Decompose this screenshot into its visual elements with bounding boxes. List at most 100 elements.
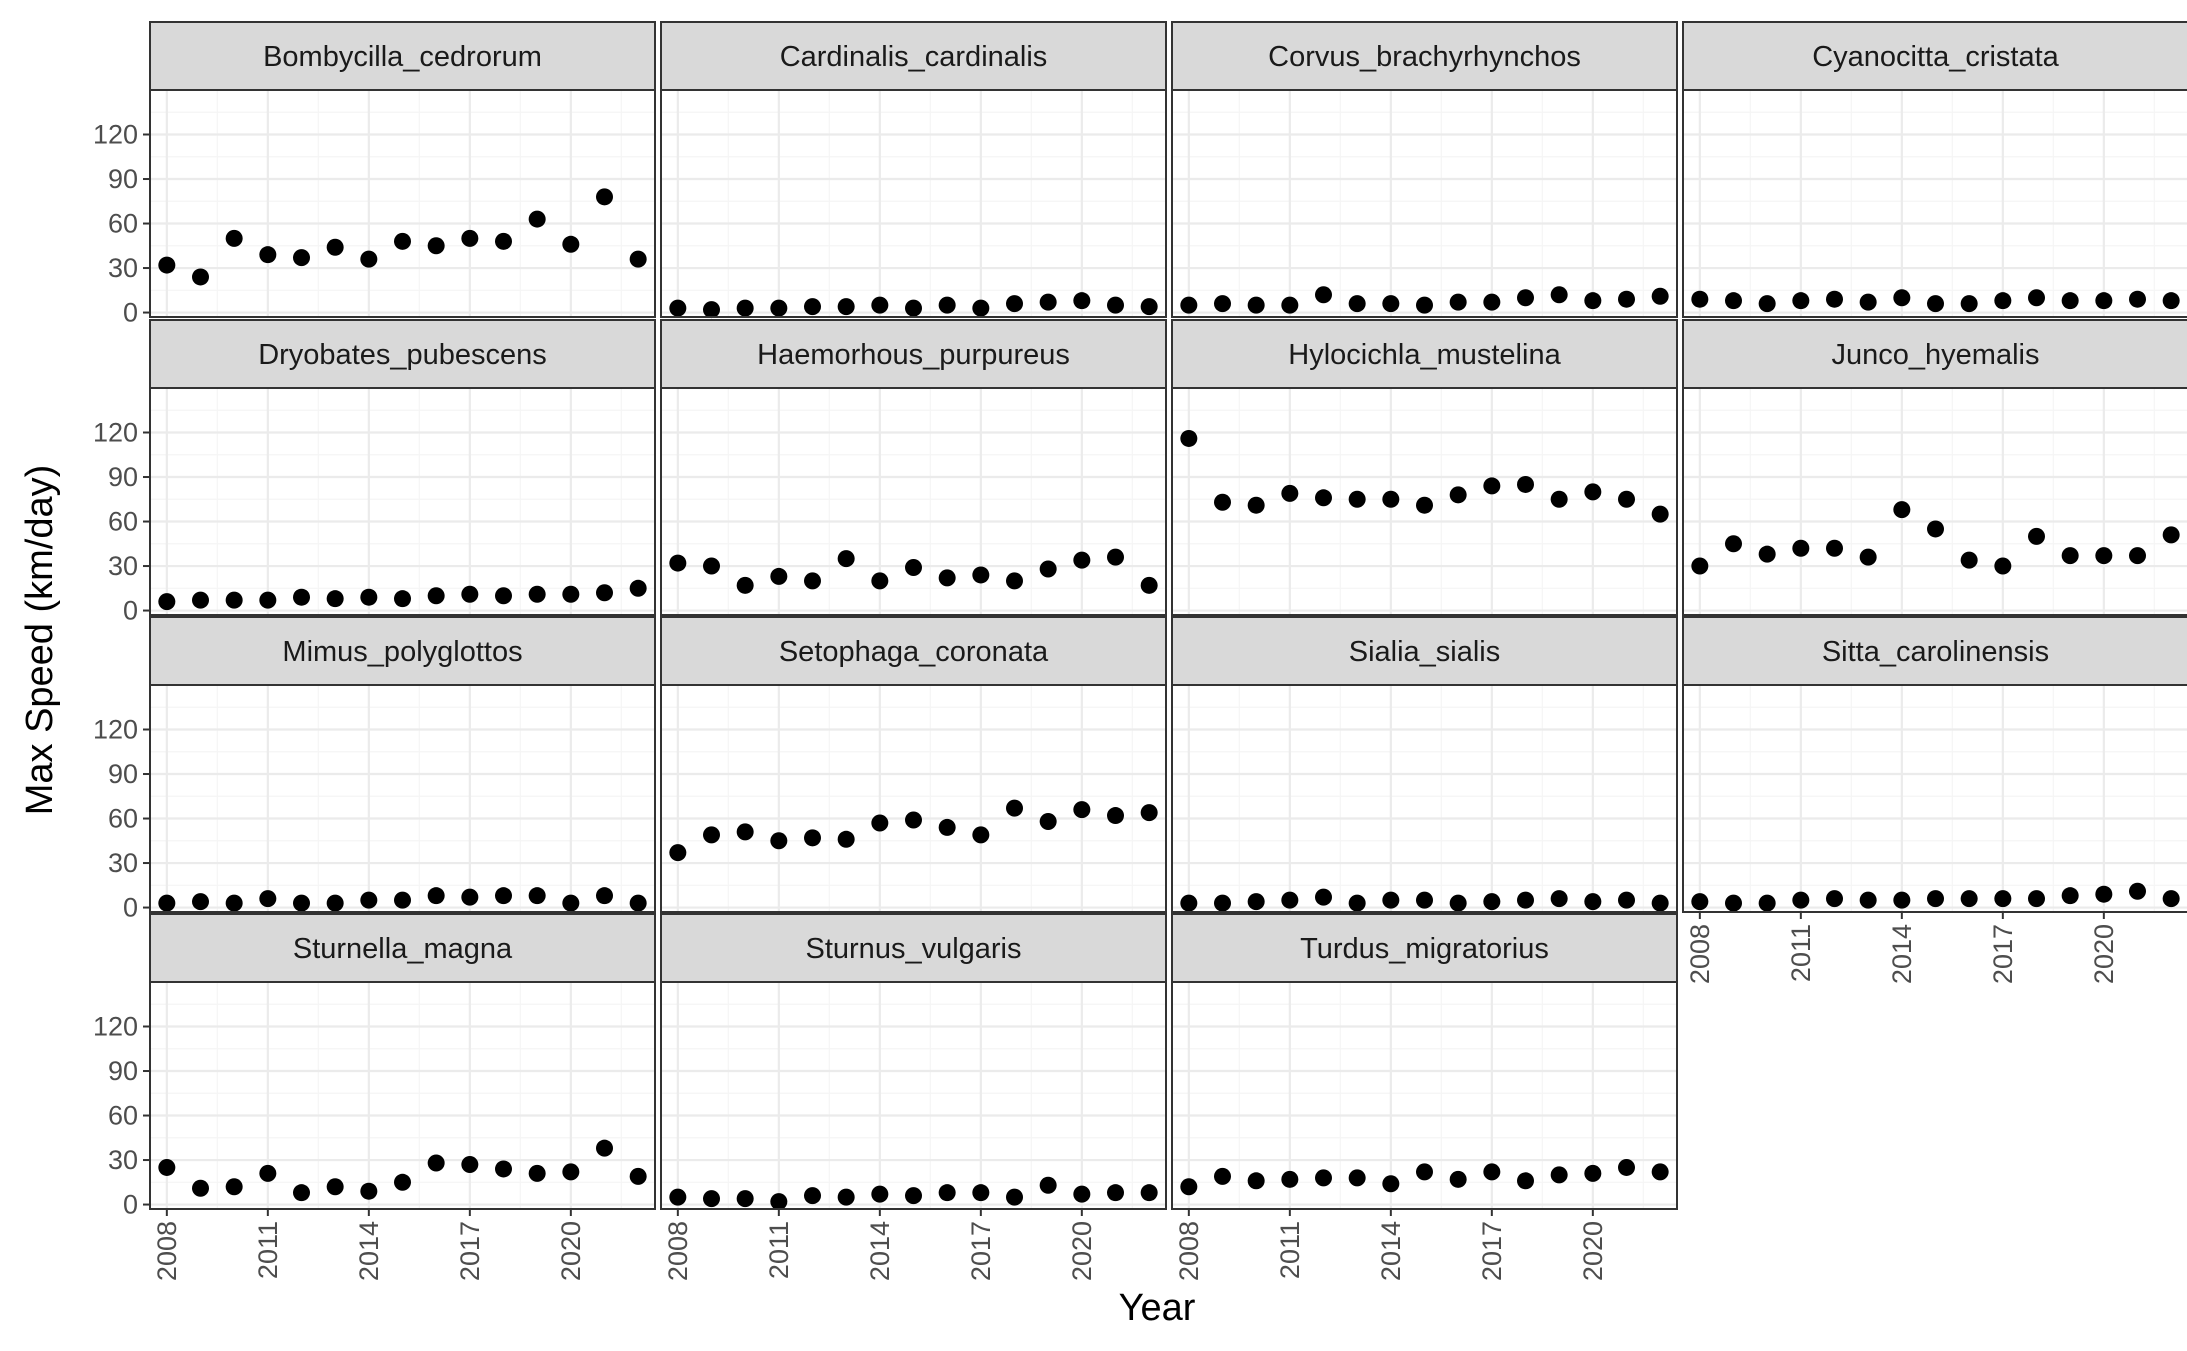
data-point: [1180, 296, 1198, 314]
facet-panel: Turdus_migratorius 2008 2011 2014 2017 2020: [1171, 913, 1678, 1281]
data-point: [2061, 292, 2079, 310]
panel-border: [1171, 89, 1678, 318]
data-point: [1073, 551, 1091, 569]
facet-strip: [1171, 319, 1678, 389]
data-point: [1758, 295, 1776, 313]
data-point: [1893, 891, 1911, 909]
plot-background: [1172, 90, 1677, 317]
data-point: [703, 557, 720, 575]
panel-border: [660, 387, 1167, 616]
data-point: [1449, 293, 1467, 311]
data-point: [1691, 290, 1709, 308]
data-point: [1315, 1169, 1332, 1187]
data-point: [528, 585, 546, 603]
data-point: [1348, 490, 1366, 508]
y-tick-label: 120: [93, 1012, 138, 1042]
data-point: [1140, 1184, 1158, 1202]
data-point: [326, 894, 344, 912]
x-tick-label: 2017: [1988, 924, 2018, 984]
data-point: [1449, 486, 1467, 504]
y-tick-label: 0: [123, 596, 138, 626]
data-point: [1039, 293, 1057, 311]
data-point: [360, 1182, 378, 1200]
x-tick-label: 2020: [556, 1221, 586, 1281]
data-point: [972, 826, 990, 844]
panel-border: [1682, 684, 2187, 913]
data-point: [669, 1188, 687, 1206]
facet-panel: Sitta_carolinensis 2008 2011 2014 2017 2020: [1682, 616, 2187, 984]
data-point: [1382, 295, 1400, 313]
data-point: [703, 301, 720, 319]
data-point: [1826, 290, 1843, 308]
y-tick-label: 30: [108, 848, 138, 878]
facet-strip-label: Hylocichla_mustelina: [1288, 339, 1561, 371]
data-point: [1107, 548, 1124, 566]
data-point: [562, 235, 580, 253]
data-point: [562, 894, 580, 912]
facet-strip-label: Cardinalis_cardinalis: [780, 41, 1048, 73]
data-point: [669, 844, 687, 862]
data-point: [938, 569, 956, 587]
plot-background: [661, 388, 1166, 615]
facet-strip-label: Junco_hyemalis: [1832, 339, 2040, 371]
data-point: [495, 887, 512, 905]
data-point: [1382, 891, 1400, 909]
data-point: [596, 1139, 613, 1157]
facet-strip-label: Sturnus_vulgaris: [806, 933, 1022, 965]
data-point: [192, 1179, 209, 1197]
data-point: [427, 887, 445, 905]
data-point: [192, 893, 209, 911]
data-point: [158, 1158, 176, 1176]
data-point: [1247, 296, 1265, 314]
data-point: [972, 566, 990, 584]
x-tick-label: 2008: [663, 1221, 693, 1281]
y-tick-label: 0: [123, 1190, 138, 1220]
data-point: [1214, 894, 1231, 912]
y-tick-label: 30: [108, 551, 138, 581]
y-tick-label: 60: [108, 1101, 138, 1131]
data-point: [1517, 475, 1534, 493]
panel-border: [1171, 684, 1678, 913]
data-point: [804, 829, 821, 847]
facet-panel: Hylocichla_mustelina: [1171, 319, 1678, 616]
data-point: [192, 268, 209, 286]
data-point: [1960, 295, 1978, 313]
data-point: [2028, 527, 2045, 545]
y-axis-title: Max Speed (km/day): [19, 465, 61, 816]
data-point: [669, 554, 687, 572]
data-point: [972, 299, 990, 317]
data-point: [972, 1184, 990, 1202]
data-point: [871, 814, 889, 832]
data-point: [1618, 1158, 1635, 1176]
data-point: [562, 1163, 580, 1181]
data-point: [427, 237, 445, 255]
data-point: [1315, 888, 1332, 906]
y-tick-label: 90: [108, 1056, 138, 1086]
data-point: [2162, 292, 2180, 310]
y-tick-label: 0: [123, 893, 138, 923]
data-point: [394, 891, 411, 909]
data-point: [1039, 560, 1057, 578]
data-point: [736, 1190, 754, 1208]
data-point: [1006, 295, 1023, 313]
data-point: [1550, 286, 1568, 304]
data-point: [2095, 547, 2113, 565]
panel-border: [1171, 981, 1678, 1210]
x-tick-label: 2014: [865, 1221, 895, 1281]
data-point: [1483, 1163, 1501, 1181]
x-tick-label: 2014: [1376, 1221, 1406, 1281]
data-point: [259, 890, 277, 908]
data-point: [669, 299, 687, 317]
facet-strip: [660, 616, 1167, 686]
facet-strip: [660, 21, 1167, 91]
data-point: [1180, 429, 1198, 447]
facet-strip: [660, 913, 1167, 983]
data-point: [703, 826, 720, 844]
y-tick-label: 120: [93, 715, 138, 745]
facet-strip-label: Corvus_brachyrhynchos: [1268, 41, 1581, 73]
x-tick-label: 2017: [455, 1221, 485, 1281]
data-point: [1416, 1163, 1433, 1181]
data-point: [528, 1164, 546, 1182]
data-point: [360, 250, 378, 268]
data-point: [1517, 1172, 1534, 1190]
